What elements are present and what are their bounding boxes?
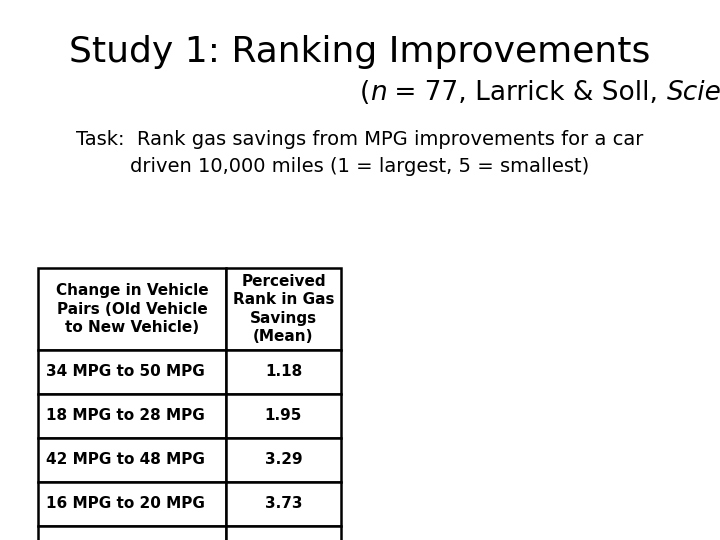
Text: Task:  Rank gas savings from MPG improvements for a car: Task: Rank gas savings from MPG improvem…	[76, 130, 644, 149]
Text: 3.73: 3.73	[265, 496, 302, 511]
Text: = 77, Larrick & Soll,: = 77, Larrick & Soll,	[387, 80, 667, 106]
Bar	[38, 394, 226, 438]
Text: Change in Vehicle
Pairs (Old Vehicle
to New Vehicle): Change in Vehicle Pairs (Old Vehicle to …	[55, 283, 208, 335]
Text: n: n	[370, 80, 387, 106]
Text: (: (	[359, 80, 370, 106]
Text: 1.18: 1.18	[265, 364, 302, 380]
Text: 1.95: 1.95	[265, 408, 302, 423]
Bar	[226, 394, 341, 438]
Text: 18 MPG to 28 MPG: 18 MPG to 28 MPG	[46, 408, 204, 423]
Text: 42 MPG to 48 MPG: 42 MPG to 48 MPG	[46, 453, 205, 468]
Bar	[38, 438, 226, 482]
Text: Science: Science	[667, 80, 720, 106]
Text: Study 1: Ranking Improvements: Study 1: Ranking Improvements	[69, 35, 651, 69]
Bar	[226, 482, 341, 526]
Bar	[38, 268, 226, 350]
Bar	[226, 438, 341, 482]
Bar	[38, 350, 226, 394]
Bar	[226, 526, 341, 540]
Text: 16 MPG to 20 MPG: 16 MPG to 20 MPG	[46, 496, 205, 511]
Bar	[226, 268, 341, 350]
Bar	[38, 526, 226, 540]
Text: 34 MPG to 50 MPG: 34 MPG to 50 MPG	[46, 364, 204, 380]
Bar	[226, 350, 341, 394]
Bar	[38, 482, 226, 526]
Text: driven 10,000 miles (1 = largest, 5 = smallest): driven 10,000 miles (1 = largest, 5 = sm…	[130, 157, 590, 176]
Text: 3.29: 3.29	[265, 453, 302, 468]
Text: Perceived
Rank in Gas
Savings
(Mean): Perceived Rank in Gas Savings (Mean)	[233, 274, 334, 345]
